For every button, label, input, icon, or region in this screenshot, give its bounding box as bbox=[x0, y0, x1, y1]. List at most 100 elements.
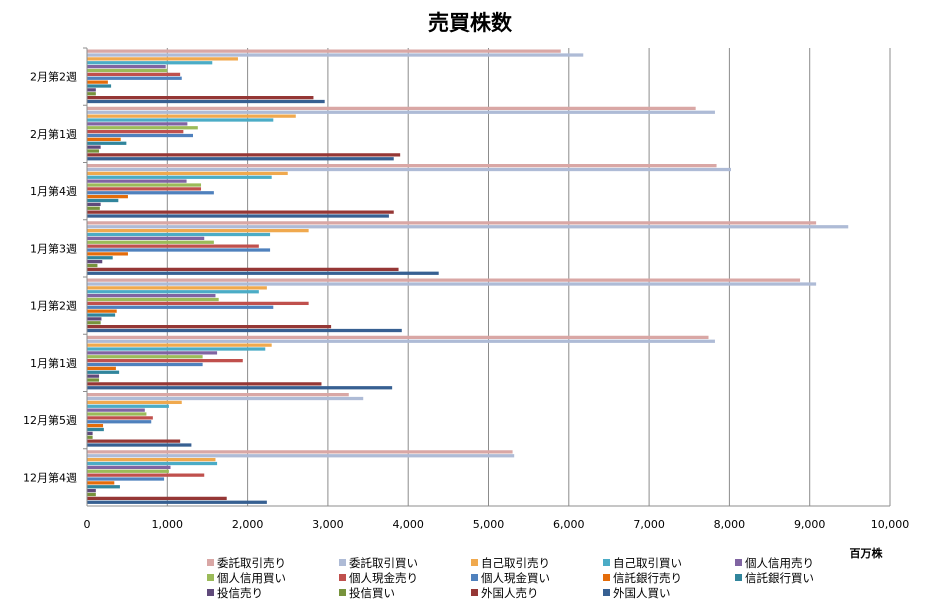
bar bbox=[87, 351, 218, 355]
bar bbox=[87, 171, 288, 176]
bar bbox=[87, 252, 128, 256]
bar bbox=[87, 325, 332, 329]
bar bbox=[87, 210, 394, 214]
axes bbox=[83, 47, 890, 507]
category-labels: 2月第2週 2月第1週 1月第4週 1月第3週 1月第2週 1月第1週 12月第5週 12月第… bbox=[23, 70, 77, 485]
x-tick-labels: 0 1,000 2,000 3,000 4,000 5,000 6,000 7,000 8,00… bbox=[84, 518, 910, 531]
bar bbox=[87, 229, 309, 233]
bar bbox=[87, 198, 119, 203]
category-label: 1月第2週 bbox=[30, 299, 77, 313]
bar bbox=[87, 145, 101, 149]
bar bbox=[87, 443, 192, 447]
x-tick-label: 9,000 bbox=[794, 518, 826, 531]
bar bbox=[87, 236, 205, 241]
unit-label: 百万株 bbox=[850, 546, 884, 560]
bar bbox=[87, 76, 182, 80]
legend-label: 外国人買い bbox=[613, 586, 671, 600]
bar bbox=[87, 382, 322, 386]
chart-title: 売買株数 bbox=[428, 11, 513, 35]
bar bbox=[87, 153, 401, 157]
bar bbox=[87, 232, 271, 237]
bar bbox=[87, 206, 100, 210]
bar bbox=[87, 278, 801, 282]
legend-swatch bbox=[603, 589, 610, 596]
bar bbox=[87, 267, 399, 272]
category-label: 1月第3週 bbox=[30, 241, 77, 255]
bar bbox=[87, 221, 817, 225]
bar bbox=[87, 305, 274, 309]
legend-swatch bbox=[207, 589, 214, 596]
category-label: 12月第5週 bbox=[23, 413, 77, 427]
bar bbox=[87, 88, 96, 92]
bar bbox=[87, 492, 96, 497]
bar bbox=[87, 263, 98, 268]
bar bbox=[87, 473, 205, 477]
bar bbox=[87, 164, 717, 168]
bar bbox=[87, 240, 214, 244]
legend-swatch bbox=[339, 574, 346, 581]
bar bbox=[87, 309, 117, 313]
x-tick-label: 6,000 bbox=[553, 518, 585, 531]
bar bbox=[87, 65, 166, 69]
legend-label: 外国人売り bbox=[481, 586, 539, 600]
bar bbox=[87, 362, 203, 367]
legend-swatch bbox=[471, 559, 478, 566]
bar bbox=[87, 167, 732, 172]
legend-swatch bbox=[207, 559, 214, 566]
bar bbox=[87, 92, 96, 96]
legend-label: 投信売り bbox=[217, 586, 263, 600]
legend-label: 委託取引売り bbox=[217, 556, 286, 570]
bar bbox=[87, 347, 266, 351]
bar bbox=[87, 175, 272, 179]
x-tick-label: 4,000 bbox=[392, 518, 424, 531]
bar bbox=[87, 195, 128, 199]
bar bbox=[87, 412, 147, 416]
bar bbox=[87, 301, 309, 306]
bar bbox=[87, 420, 152, 424]
bar bbox=[87, 321, 101, 325]
bar bbox=[87, 53, 584, 57]
bar bbox=[87, 416, 153, 420]
bar bbox=[87, 248, 271, 252]
bar bbox=[87, 404, 169, 408]
bar bbox=[87, 130, 184, 134]
bar bbox=[87, 481, 115, 485]
bar bbox=[87, 435, 93, 439]
bar bbox=[87, 141, 127, 145]
x-tick-label: 7,000 bbox=[633, 518, 665, 531]
bar bbox=[87, 427, 104, 432]
legend-label: 個人現金売り bbox=[349, 571, 418, 585]
bar bbox=[87, 439, 181, 443]
category-label: 1月第1週 bbox=[30, 356, 77, 370]
legend-label: 個人現金買い bbox=[481, 571, 550, 585]
bar bbox=[87, 290, 259, 294]
bar bbox=[87, 99, 325, 104]
x-tick-label: 3,000 bbox=[312, 518, 344, 531]
bar bbox=[87, 317, 102, 321]
bar bbox=[87, 179, 187, 183]
bar bbox=[87, 335, 709, 340]
legend-label: 信託銀行売り bbox=[613, 571, 682, 585]
category-label: 2月第2週 bbox=[30, 70, 77, 84]
bar bbox=[87, 393, 349, 397]
legend-label: 個人信用買い bbox=[217, 571, 286, 585]
bar bbox=[87, 343, 272, 347]
bar bbox=[87, 400, 182, 405]
legend-swatch bbox=[207, 574, 214, 581]
legend-swatch bbox=[603, 559, 610, 566]
bar bbox=[87, 450, 513, 454]
bar bbox=[87, 214, 389, 218]
bar bbox=[87, 485, 120, 489]
bar bbox=[87, 339, 715, 343]
x-tick-label: 8,000 bbox=[714, 518, 746, 531]
bar bbox=[87, 454, 515, 458]
bar bbox=[87, 461, 218, 466]
bar bbox=[87, 366, 116, 371]
bar bbox=[87, 282, 817, 286]
bar bbox=[87, 500, 267, 504]
bar bbox=[87, 378, 100, 382]
bar bbox=[87, 431, 93, 436]
legend-swatch bbox=[339, 559, 346, 566]
bar bbox=[87, 465, 171, 470]
